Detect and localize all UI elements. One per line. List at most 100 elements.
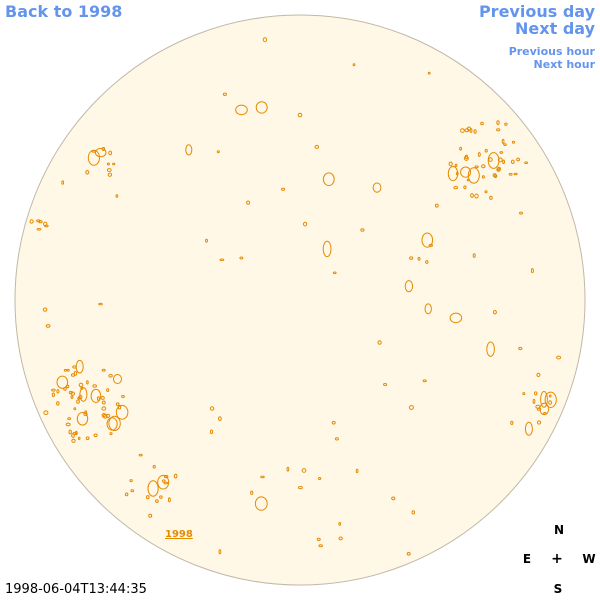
contour-speck bbox=[497, 157, 503, 163]
contour-speck bbox=[235, 104, 248, 116]
contour-speck bbox=[524, 161, 528, 164]
contour-speck bbox=[106, 162, 110, 166]
contour-speck bbox=[493, 174, 498, 179]
contour-speck bbox=[185, 144, 193, 156]
contour-speck bbox=[487, 152, 500, 169]
contour-speck bbox=[246, 200, 251, 205]
contour-speck bbox=[496, 120, 500, 125]
contour-speck bbox=[404, 280, 414, 293]
contour-speck bbox=[360, 228, 365, 232]
contour-speck bbox=[519, 211, 523, 215]
contour-speck bbox=[408, 405, 414, 410]
contour-speck bbox=[383, 383, 388, 386]
contour-speck bbox=[105, 413, 111, 418]
contour-speck bbox=[434, 203, 439, 208]
contour-speck bbox=[286, 466, 290, 472]
contour-speck bbox=[417, 256, 421, 261]
contour-speck bbox=[76, 399, 80, 404]
contour-speck bbox=[124, 492, 129, 497]
contour-speck bbox=[121, 395, 125, 398]
contour-speck bbox=[316, 537, 321, 542]
contour-speck bbox=[107, 172, 113, 177]
contour-speck bbox=[516, 157, 520, 162]
next-day-link[interactable]: Next day bbox=[515, 19, 595, 38]
previous-hour-link[interactable]: Previous hour bbox=[508, 45, 595, 58]
contour-speck bbox=[115, 194, 119, 198]
contour-speck bbox=[422, 379, 427, 383]
contour-speck bbox=[108, 415, 121, 431]
contour-speck bbox=[109, 432, 113, 436]
contour-speck bbox=[108, 150, 113, 156]
contour-speck bbox=[36, 228, 42, 231]
contour-speck bbox=[489, 195, 493, 200]
compass-east-label: E bbox=[522, 552, 532, 566]
contour-speck bbox=[544, 391, 557, 408]
next-hour-link[interactable]: Next hour bbox=[533, 58, 596, 71]
contour-speck bbox=[377, 340, 382, 345]
contour-speck bbox=[71, 433, 75, 438]
contour-speck bbox=[106, 388, 110, 393]
contour-speck bbox=[86, 380, 89, 385]
contour-speck bbox=[474, 193, 479, 199]
contour-speck bbox=[548, 394, 552, 398]
contour-speck bbox=[314, 144, 320, 149]
contour-speck bbox=[43, 410, 49, 416]
contour-speck bbox=[522, 392, 526, 396]
contour-speck bbox=[449, 312, 463, 324]
contour-speck bbox=[78, 382, 84, 388]
contour-speck bbox=[152, 464, 156, 469]
contour-speck bbox=[454, 163, 458, 168]
contour-speck bbox=[56, 389, 60, 394]
contour-speck bbox=[112, 162, 116, 166]
previous-day-link[interactable]: Previous day bbox=[478, 2, 595, 21]
contour-speck bbox=[65, 422, 71, 427]
contour-speck bbox=[511, 140, 516, 144]
contour-speck bbox=[477, 152, 481, 157]
contour-speck bbox=[492, 310, 497, 315]
contour-speck bbox=[100, 395, 105, 400]
contour-speck bbox=[80, 386, 84, 390]
contour-speck bbox=[556, 355, 562, 360]
contour-speck bbox=[421, 232, 434, 248]
contour-speck bbox=[510, 159, 515, 165]
back-to-year-link[interactable]: Back to 1998 bbox=[5, 2, 123, 21]
contour-speck bbox=[472, 253, 476, 258]
contour-speck bbox=[219, 258, 225, 262]
contour-speck bbox=[115, 402, 120, 407]
contour-speck bbox=[459, 146, 463, 151]
contour-speck bbox=[481, 175, 485, 179]
contour-speck bbox=[540, 391, 548, 408]
contour-speck bbox=[45, 324, 51, 328]
contour-speck bbox=[524, 421, 533, 436]
year-label-link[interactable]: 1998 bbox=[165, 529, 193, 540]
contour-speck bbox=[51, 388, 56, 392]
compass-west-label: W bbox=[582, 552, 596, 566]
contour-speck bbox=[63, 368, 68, 372]
contour-speck bbox=[43, 221, 48, 227]
contour-speck bbox=[218, 549, 222, 555]
contour-speck bbox=[473, 129, 477, 134]
contour-speck bbox=[162, 479, 166, 483]
contour-speck bbox=[92, 384, 97, 388]
contour-speck bbox=[484, 190, 488, 194]
contour-speck bbox=[70, 395, 74, 399]
contour-speck bbox=[352, 63, 356, 67]
contour-speck bbox=[406, 552, 411, 556]
contour-speck bbox=[322, 240, 332, 258]
contour-speck bbox=[101, 400, 106, 405]
contour-speck bbox=[453, 186, 459, 190]
contour-speck bbox=[106, 168, 112, 173]
contour-speck bbox=[205, 238, 208, 243]
contour-speck bbox=[297, 112, 303, 118]
contour-speck bbox=[93, 433, 98, 438]
contour-speck bbox=[90, 388, 102, 403]
contour-speck bbox=[74, 430, 78, 436]
contour-speck bbox=[222, 92, 227, 97]
contour-speck bbox=[447, 166, 459, 182]
contour-speck bbox=[91, 150, 97, 153]
contour-speck bbox=[157, 474, 170, 490]
contour-speck bbox=[106, 417, 118, 431]
contour-speck bbox=[338, 522, 342, 526]
contour-speck bbox=[209, 429, 214, 435]
